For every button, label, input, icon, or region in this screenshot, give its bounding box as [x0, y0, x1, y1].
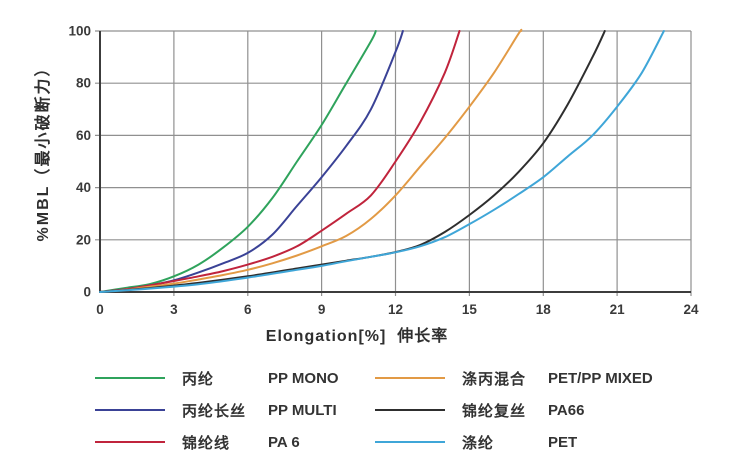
grid-lines [95, 30, 692, 296]
x-tick-label: 3 [170, 302, 178, 317]
legend-label-en: PET/PP MIXED [548, 369, 653, 387]
curve-pet [99, 30, 665, 293]
x-tick-label: 18 [536, 302, 552, 317]
legend-label-en: PA66 [548, 401, 585, 419]
legend-color-swatch [375, 377, 445, 379]
curve-pet-pp-mixed [99, 28, 523, 293]
y-axis-title: %MBL（最小破断力） [35, 58, 52, 242]
curve-pp-mono [99, 30, 377, 293]
axes [99, 31, 691, 293]
legend-label-en: PP MULTI [268, 401, 337, 419]
legend-item-pp-multi: 丙纶长丝 PP MULTI [95, 394, 339, 426]
legend-label-cn: 丙纶长丝 [182, 402, 247, 420]
legend-label-cn: 丙纶 [182, 370, 215, 388]
x-tick-label: 12 [388, 302, 403, 317]
legend-label-en: PET [548, 433, 578, 451]
curve-pa66 [99, 30, 606, 293]
legend-color-swatch [95, 441, 165, 443]
x-tick-label: 0 [96, 302, 104, 317]
legend-label-cn: 涤纶 [462, 434, 495, 452]
legend-color-swatch [95, 377, 165, 379]
legend-color-swatch [375, 441, 445, 443]
legend-label-en: PP MONO [268, 369, 339, 387]
x-tick-label: 6 [244, 302, 252, 317]
series-curves [99, 28, 665, 293]
legend-label-en: PA 6 [268, 433, 300, 451]
legend-column-left: 丙纶 PP MONO 丙纶长丝 PP MULTI 锦纶线 PA 6 [95, 362, 339, 458]
x-axis-title: Elongation[%] 伸长率 [265, 328, 449, 345]
tick-labels: 0 20 40 60 80 100 0 3 6 9 12 15 18 21 24 [68, 24, 699, 318]
x-tick-label: 9 [318, 302, 326, 317]
legend-color-swatch [95, 409, 165, 411]
legend-item-pp-mono: 丙纶 PP MONO [95, 362, 339, 394]
y-tick-label: 80 [76, 76, 91, 91]
curve-pp-multi [99, 30, 404, 293]
legend-label-cn: 锦纶线 [182, 434, 231, 452]
legend-item-pa6: 锦纶线 PA 6 [95, 426, 339, 458]
legend-column-right: 涤丙混合 PET/PP MIXED 锦纶复丝 PA66 涤纶 PET [375, 362, 653, 458]
y-tick-label: 40 [76, 180, 91, 195]
legend-color-swatch [375, 409, 445, 411]
legend-label-cn: 涤丙混合 [462, 370, 527, 388]
legend-item-pet-pp-mixed: 涤丙混合 PET/PP MIXED [375, 362, 653, 394]
y-tick-label: 20 [76, 232, 91, 247]
y-tick-label: 60 [76, 128, 91, 143]
x-tick-label: 24 [683, 302, 699, 317]
x-tick-label: 15 [462, 302, 478, 317]
y-tick-label: 0 [83, 285, 91, 300]
curve-pa-6 [99, 30, 461, 293]
y-tick-label: 100 [68, 24, 91, 39]
legend-item-pet: 涤纶 PET [375, 426, 653, 458]
x-tick-label: 21 [610, 302, 626, 317]
legend-label-cn: 锦纶复丝 [462, 402, 527, 420]
legend-item-pa66: 锦纶复丝 PA66 [375, 394, 653, 426]
